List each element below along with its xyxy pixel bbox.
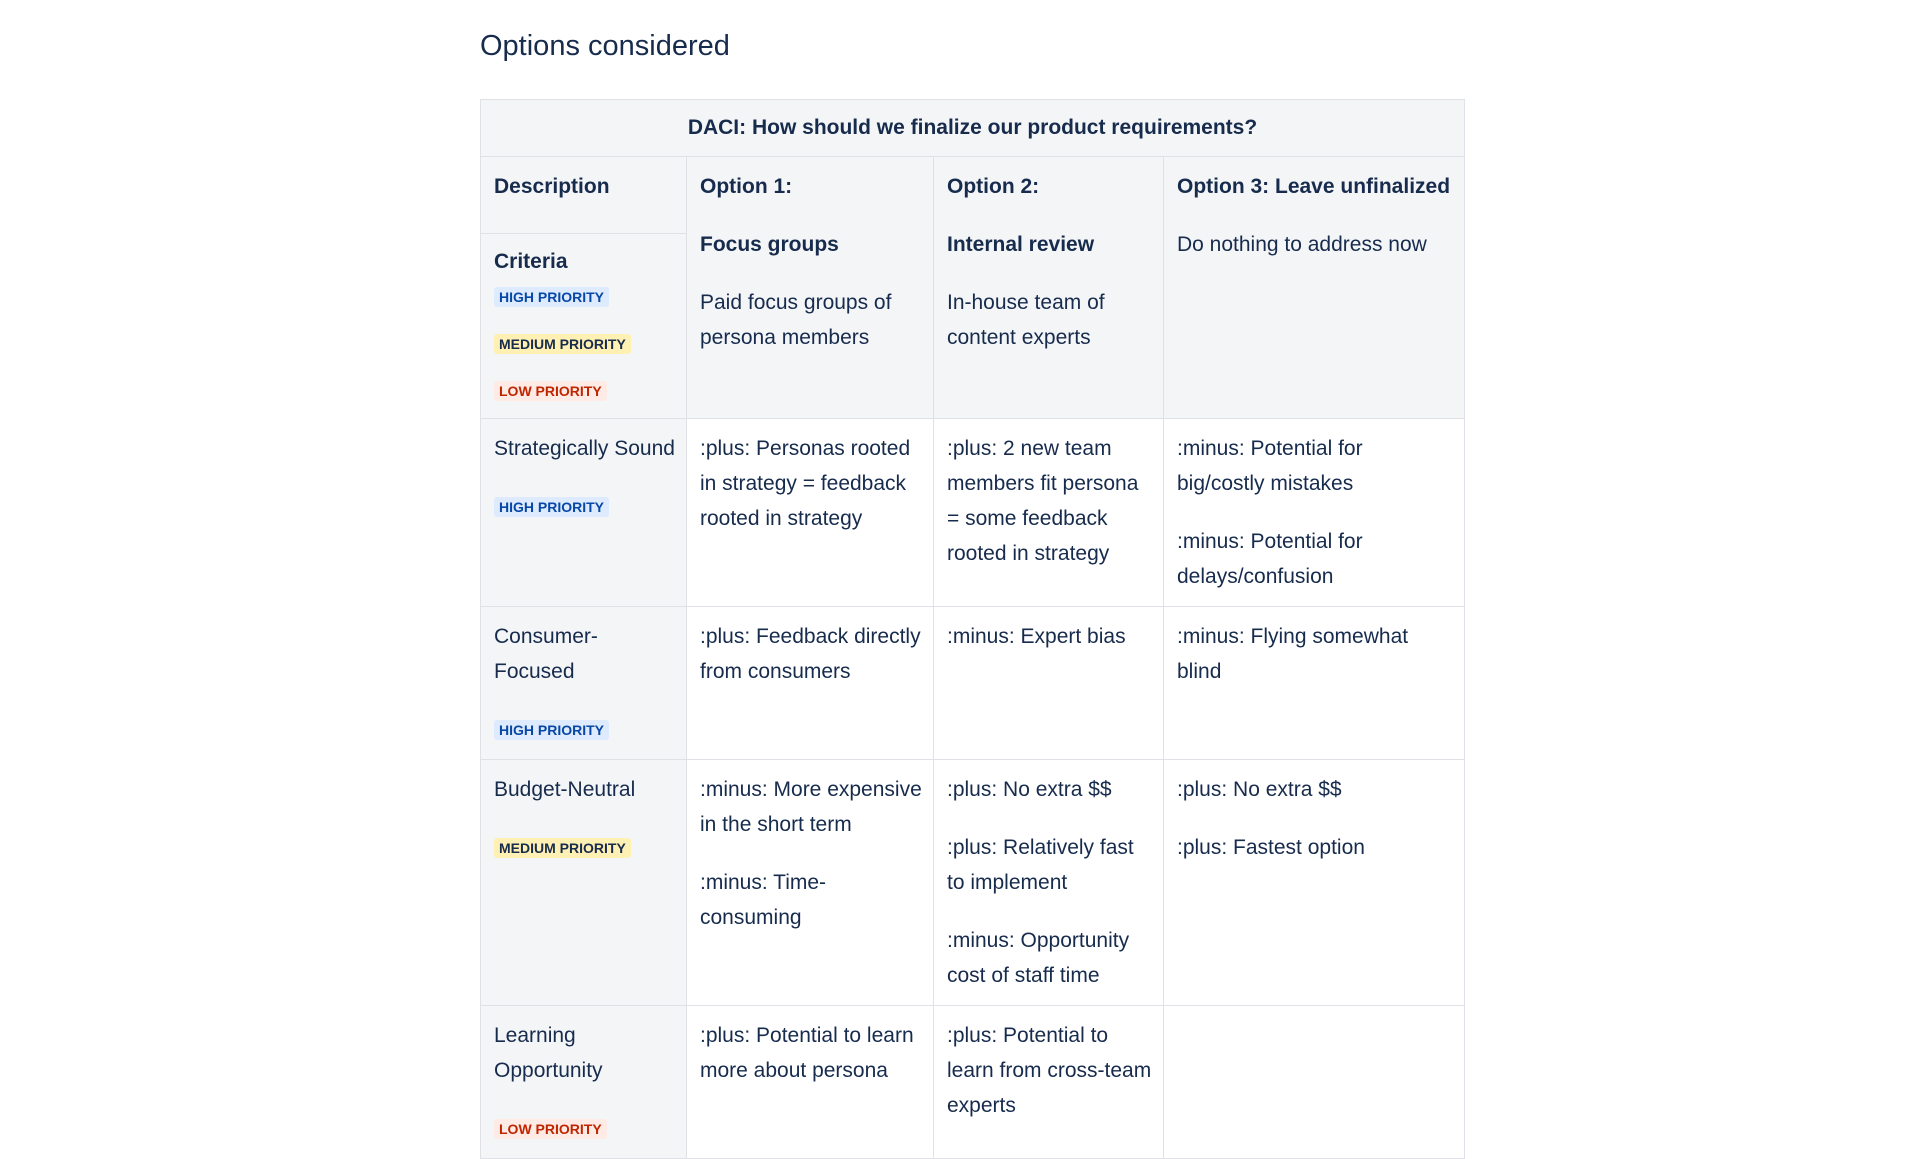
criterion-cell: Learning Opportunity LOW PRIORITY [480,1005,687,1159]
priority-badge: HIGH PRIORITY [494,497,610,518]
assessment-text: :plus: No extra $$ [947,778,1112,801]
option-1-cell: :plus: Personas rooted in strategy = fee… [686,418,934,607]
option-2-header: Option 2: Internal review In-house team … [933,156,1164,419]
priority-badge: HIGH PRIORITY [494,720,610,741]
assessment-text: :plus: Relatively fast to implement [947,836,1134,894]
option-1-header: Option 1: Focus groups Paid focus groups… [686,156,934,419]
assessment-text: :plus: Potential to learn more about per… [700,1024,914,1082]
assessment-text: :plus: Potential to learn from cross-tea… [947,1024,1152,1117]
option-2-cell: :minus: Expert bias [933,606,1164,760]
option-1-label: Option 1: [700,175,793,198]
option-2-cell: :plus: No extra $$ :plus: Relatively fast… [933,759,1164,1006]
priority-badge: MEDIUM PRIORITY [494,838,631,859]
assessment-text: :minus: Potential for big/costly mistake… [1177,437,1363,495]
option-2-cell: :plus: 2 new team members fit persona = … [933,418,1164,607]
option-2-cell: :plus: Potential to learn from cross-tea… [933,1005,1164,1159]
option-3-cell: :plus: No extra $$ :plus: Fastest option [1163,759,1465,1006]
assessment-text: :plus: Feedback directly from consumers [700,625,921,683]
criterion-cell: Budget-Neutral MEDIUM PRIORITY [480,759,687,1006]
table-caption: DACI: How should we finalize our product… [480,99,1465,157]
table-row: Consumer-Focused HIGH PRIORITY :plus: Feed… [480,606,1465,760]
option-2-name: Internal review [947,233,1095,256]
option-2-label: Option 2: [947,175,1040,198]
option-1-cell: :minus: More expensive in the short term… [686,759,934,1006]
criteria-label: Criteria [494,250,568,273]
assessment-text: :plus: Fastest option [1177,836,1365,859]
option-3-label: Option 3: Leave unfinalized [1177,175,1451,198]
criterion-cell: Consumer-Focused HIGH PRIORITY [480,606,687,760]
header-row: Description Criteria HIGH PRIORITY MEDIU… [480,156,1465,419]
priority-badge: LOW PRIORITY [494,1119,607,1140]
low-priority-badge: LOW PRIORITY [494,381,607,402]
medium-priority-badge: MEDIUM PRIORITY [494,334,631,355]
assessment-text: :minus: Flying somewhat blind [1177,625,1409,683]
table-row: Budget-Neutral MEDIUM PRIORITY :minus: Mor… [480,759,1465,1006]
high-priority-badge: HIGH PRIORITY [494,287,610,308]
assessment-text: :minus: Time-consuming [700,871,827,929]
option-2-desc: In-house team of content experts [947,291,1105,349]
option-1-name: Focus groups [700,233,839,256]
assessment-text: :minus: Potential for delays/confusion [1177,530,1363,588]
assessment-text: :minus: More expensive in the short term [700,778,922,836]
option-1-cell: :plus: Feedback directly from consumers [686,606,934,760]
assessment-text: :plus: No extra $$ [1177,778,1342,801]
option-3-desc: Do nothing to address now [1177,233,1427,256]
criteria-legend: Criteria HIGH PRIORITY MEDIUM PRIORITY L… [481,234,686,418]
criterion-name: Consumer-Focused [494,625,598,683]
assessment-text: :minus: Expert bias [947,625,1126,648]
section-heading: Options considered [480,30,730,62]
caption-row: DACI: How should we finalize our product… [480,99,1465,157]
assessment-text: :plus: Personas rooted in strategy = fee… [700,437,911,530]
option-3-cell: :minus: Flying somewhat blind [1163,606,1465,760]
option-3-cell: :minus: Potential for big/costly mistake… [1163,418,1465,607]
criterion-name: Learning Opportunity [494,1024,603,1082]
criterion-cell: Strategically Sound HIGH PRIORITY [480,418,687,607]
option-3-header: Option 3: Leave unfinalized Do nothing t… [1163,156,1465,419]
criterion-name: Budget-Neutral [494,778,636,801]
table-row: Learning Opportunity LOW PRIORITY :plus: P… [480,1005,1465,1159]
assessment-text: :plus: 2 new team members fit persona = … [947,437,1139,565]
assessment-text: :minus: Opportunity cost of staff time [947,929,1130,987]
table-row: Strategically Sound HIGH PRIORITY :plus: P… [480,418,1465,607]
option-1-desc: Paid focus groups of persona members [700,291,892,349]
option-1-cell: :plus: Potential to learn more about per… [686,1005,934,1159]
criterion-name: Strategically Sound [494,437,675,460]
option-3-cell [1163,1005,1465,1159]
description-label: Description [481,157,686,234]
daci-options-table: DACI: How should we finalize our product… [480,99,1465,1159]
description-header: Description Criteria HIGH PRIORITY MEDIU… [480,156,687,419]
